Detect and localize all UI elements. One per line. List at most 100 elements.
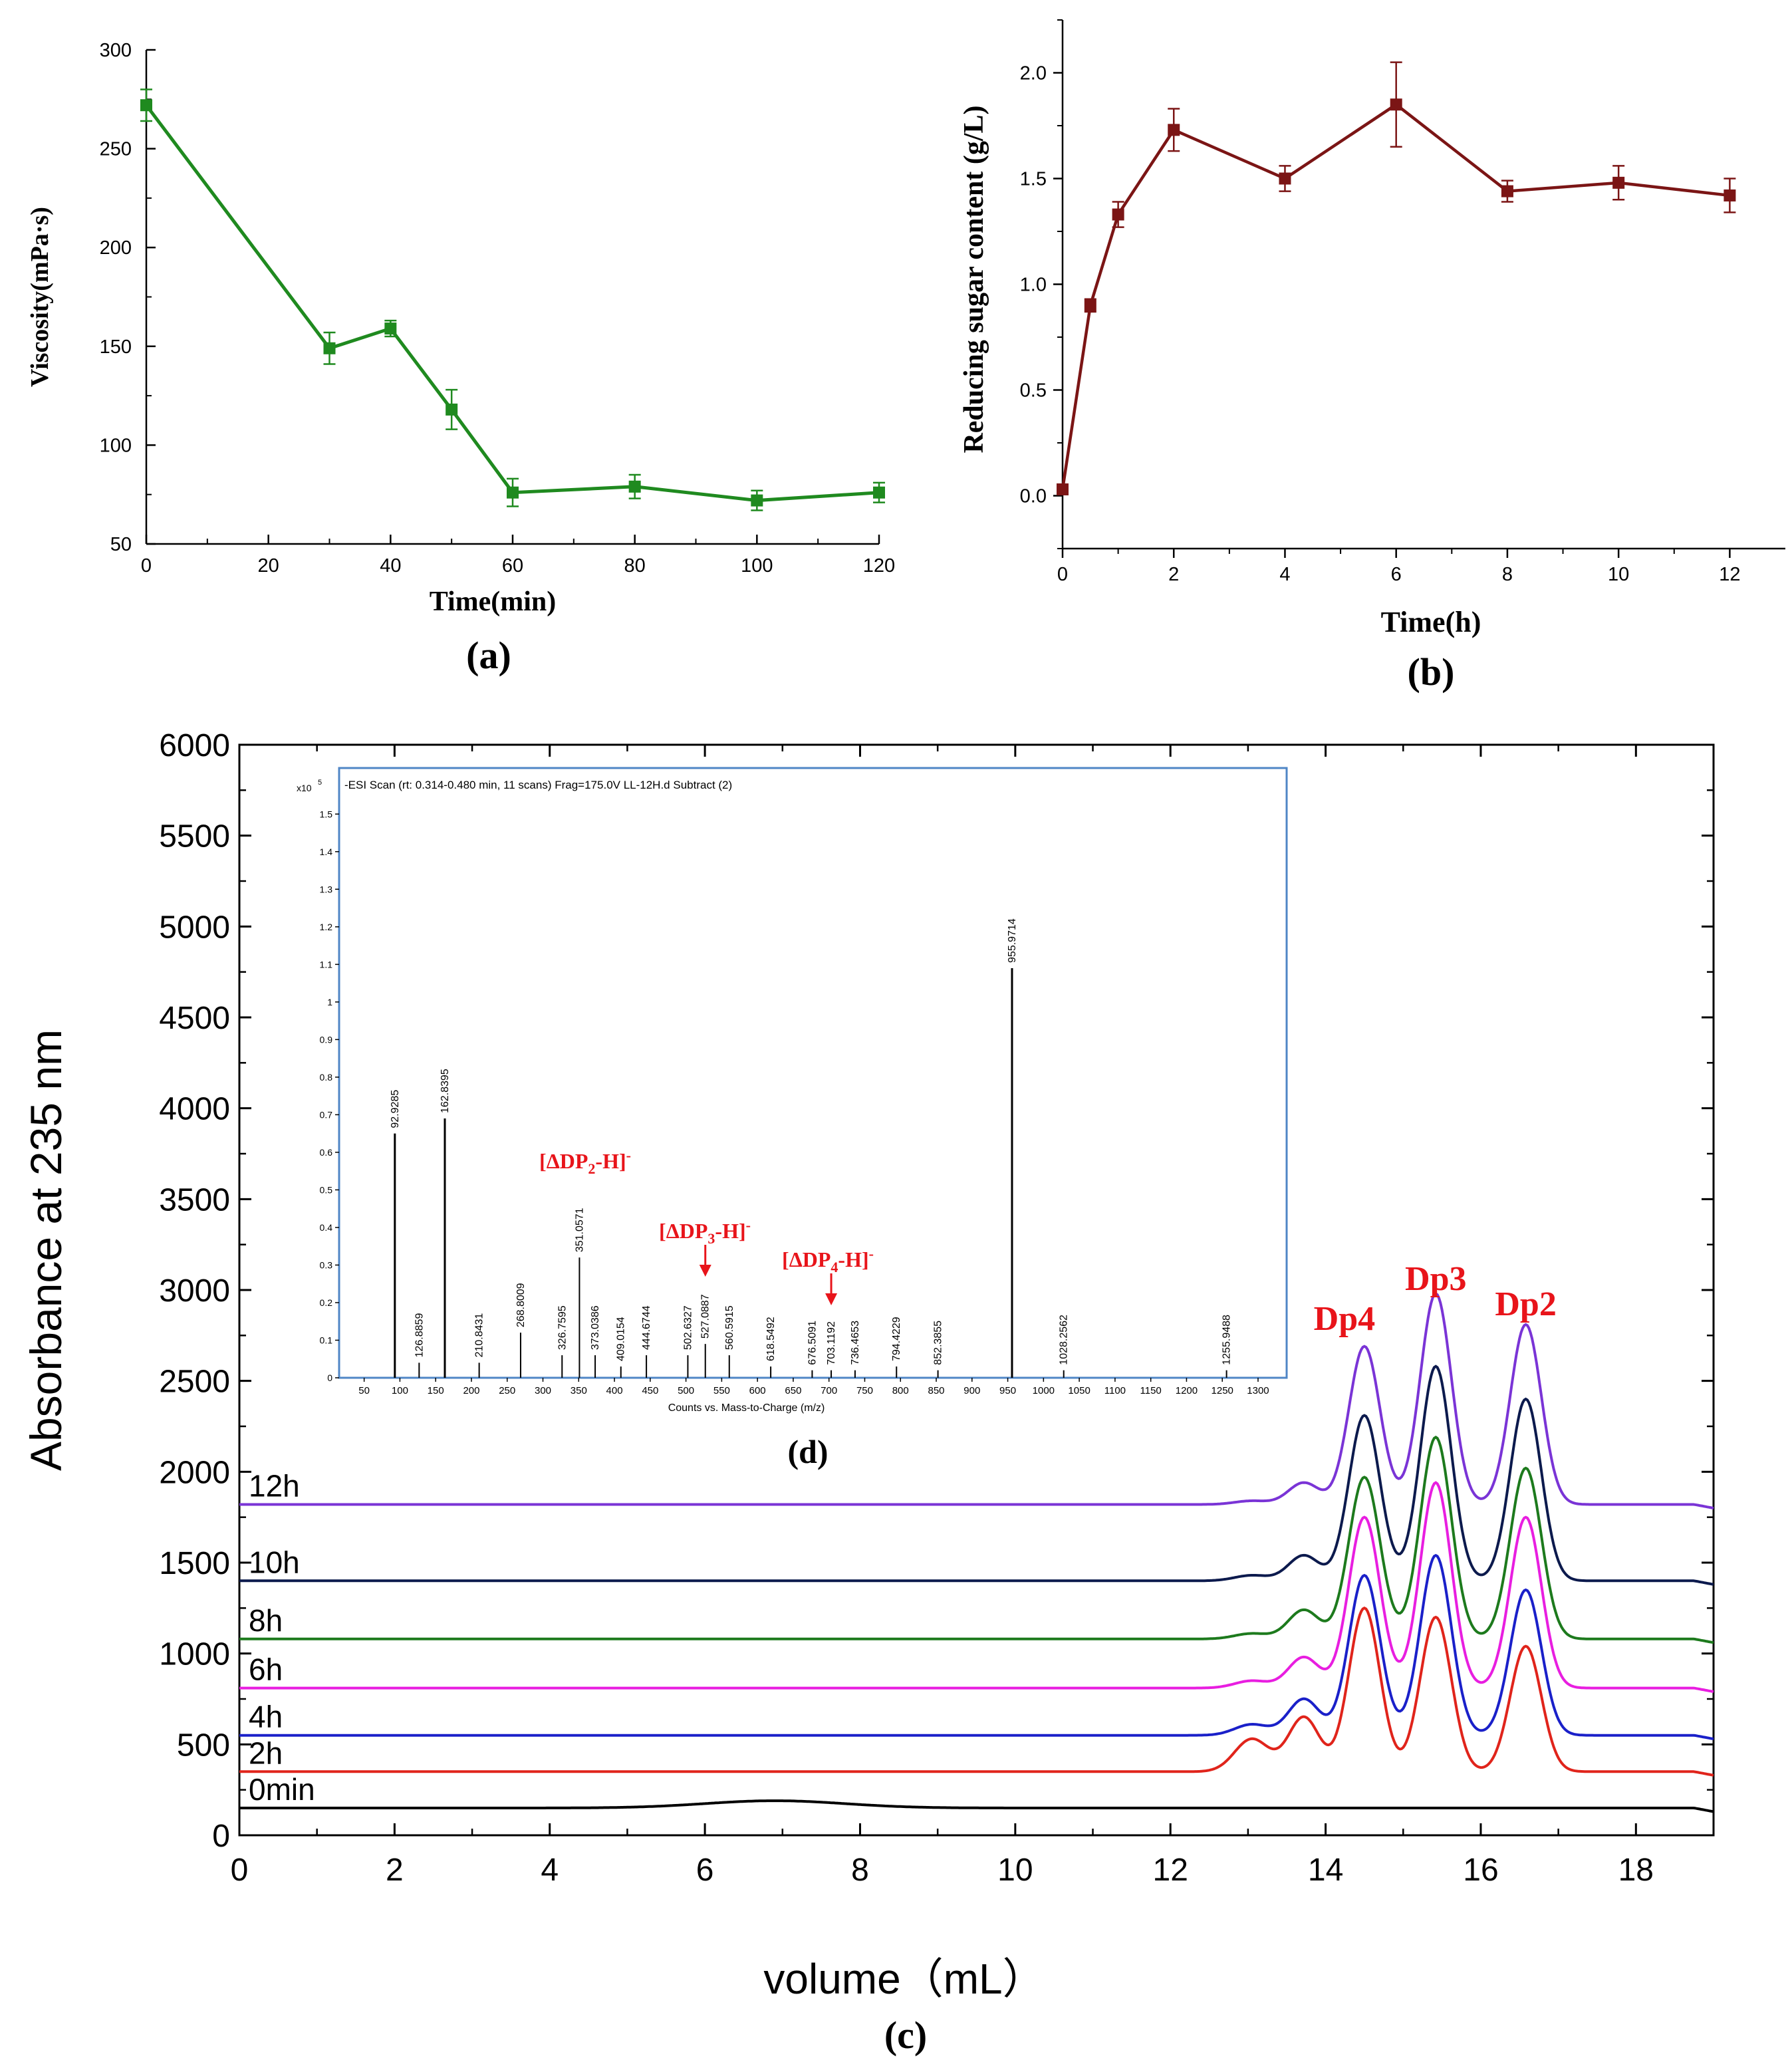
a-data-point xyxy=(751,494,763,507)
a-data-point xyxy=(140,99,152,112)
d-peak-label: 618.5492 xyxy=(765,1317,777,1361)
c-peak-label: Dp4 xyxy=(1314,1300,1375,1338)
d-peak-label: 444.6744 xyxy=(641,1305,652,1350)
d-x-tick-label: 100 xyxy=(392,1385,408,1396)
d-x-tick-label: 400 xyxy=(606,1385,623,1396)
b-x-tick-label: 0 xyxy=(1057,564,1068,585)
c-trace-0min xyxy=(239,1799,1714,1813)
b-data-point xyxy=(1057,483,1069,495)
d-peak-label: 210.8431 xyxy=(474,1313,485,1358)
d-annotation: [ΔDP4-H]- xyxy=(782,1245,874,1275)
d-x-tick-label: 850 xyxy=(928,1385,945,1396)
c-y-tick-label: 4500 xyxy=(159,1001,230,1036)
panel-a: 0 20 40 60 80 100 120 50 100 150 200 250 300 Time(min… xyxy=(26,40,895,677)
d-annotation-sub: 2 xyxy=(588,1160,595,1177)
c-x-tick-label: 12 xyxy=(1153,1853,1188,1888)
c-x-tick-label: 0 xyxy=(231,1853,249,1888)
a-x-tick-label: 120 xyxy=(863,555,895,577)
a-data-point xyxy=(384,323,397,335)
c-trace-4h xyxy=(239,1553,1714,1741)
d-y-multiplier: x10 xyxy=(297,783,312,793)
a-x-tick-label: 20 xyxy=(258,555,279,577)
c-y-tick-label: 2500 xyxy=(159,1364,230,1400)
a-data-point xyxy=(873,486,885,499)
c-y-tick-label: 4000 xyxy=(159,1092,230,1127)
a-x-tick-label: 60 xyxy=(502,555,523,577)
a-y-axis-label: Viscosity(mPa·s) xyxy=(26,207,54,387)
d-peak-label: 560.5915 xyxy=(724,1305,735,1350)
a-y-tick-label: 100 xyxy=(100,435,132,456)
d-y-tick-label: 1.4 xyxy=(320,846,333,857)
c-trace-label: 4h xyxy=(249,1700,283,1734)
d-x-tick-label: 1200 xyxy=(1176,1385,1198,1396)
b-y-tick-label: 0.5 xyxy=(1020,380,1047,402)
c-x-tick-label: 10 xyxy=(997,1853,1033,1888)
d-panel-label: (d) xyxy=(787,1433,828,1470)
d-annotation-sup: - xyxy=(869,1245,874,1262)
b-data-point xyxy=(1112,208,1124,221)
d-annotation-rest: -H] xyxy=(838,1247,868,1271)
c-y-tick-label: 500 xyxy=(177,1728,230,1763)
d-y-tick-label: 0.7 xyxy=(320,1109,333,1120)
c-y-tick-label: 3500 xyxy=(159,1182,230,1218)
d-peak-label: 351.0571 xyxy=(574,1208,585,1252)
d-x-tick-label: 50 xyxy=(358,1385,370,1396)
c-peak-label: Dp2 xyxy=(1495,1285,1556,1323)
b-x-tick-label: 8 xyxy=(1502,564,1513,585)
d-y-tick-label: 0.9 xyxy=(320,1034,333,1045)
c-x-tick-label: 8 xyxy=(851,1853,869,1888)
d-annotation-sup: - xyxy=(746,1217,751,1233)
d-annotation-base: [ΔDP xyxy=(539,1149,588,1173)
d-y-tick-label: 1.1 xyxy=(320,959,333,969)
c-y-tick-label: 1500 xyxy=(159,1546,230,1581)
d-peak-label: 852.3855 xyxy=(933,1321,944,1365)
d-annotation-rest: -H] xyxy=(595,1149,626,1173)
d-x-tick-label: 200 xyxy=(463,1385,479,1396)
d-annotation-sup: - xyxy=(626,1147,631,1164)
c-x-tick-label: 6 xyxy=(696,1853,714,1888)
d-peak-label: 162.8395 xyxy=(440,1069,451,1113)
c-y-tick-label: 2000 xyxy=(159,1455,230,1490)
panel-c: 0 2 4 6 8 10 12 14 16 180500100015002000250030003… xyxy=(21,728,1715,2057)
d-x-tick-label: 750 xyxy=(856,1385,873,1396)
d-x-tick-label: 600 xyxy=(749,1385,766,1396)
b-y-tick-label: 1.5 xyxy=(1020,169,1047,190)
d-peak-label: 703.1192 xyxy=(826,1321,837,1365)
d-x-tick-label: 550 xyxy=(713,1385,730,1396)
c-x-tick-label: 4 xyxy=(541,1853,559,1888)
d-y-tick-label: 1.3 xyxy=(320,884,333,894)
d-peak-label: 92.9285 xyxy=(390,1090,401,1128)
b-data-point xyxy=(1612,176,1625,189)
d-peak-label: 268.8009 xyxy=(515,1283,527,1327)
c-trace-label: 2h xyxy=(249,1736,283,1770)
d-peak-label: 126.8859 xyxy=(414,1313,425,1358)
c-trace-label: 10h xyxy=(249,1545,300,1579)
b-panel-label: (b) xyxy=(1408,650,1455,694)
b-y-tick-label: 1.0 xyxy=(1020,275,1047,296)
c-trace-2h xyxy=(239,1607,1714,1777)
c-y-tick-label: 1000 xyxy=(159,1637,230,1672)
c-x-tick-label: 2 xyxy=(386,1853,404,1888)
d-annotation-sub: 3 xyxy=(707,1230,715,1247)
d-x-tick-label: 1250 xyxy=(1212,1385,1233,1396)
a-data-point xyxy=(628,480,641,493)
c-y-tick-label: 6000 xyxy=(159,728,230,763)
d-x-tick-label: 900 xyxy=(963,1385,980,1396)
d-peak-label: 373.0386 xyxy=(590,1305,601,1350)
d-x-tick-label: 1300 xyxy=(1247,1385,1269,1396)
d-x-axis-label: Counts vs. Mass-to-Charge (m/z) xyxy=(668,1402,825,1414)
c-peak-label: Dp3 xyxy=(1405,1260,1466,1298)
c-trace-6h xyxy=(239,1481,1714,1694)
c-trace-10h xyxy=(239,1364,1714,1586)
c-y-tick-label: 3000 xyxy=(159,1273,230,1309)
b-data-point xyxy=(1084,299,1096,312)
d-x-tick-label: 1050 xyxy=(1068,1385,1090,1396)
c-y-tick-label: 5000 xyxy=(159,910,230,945)
c-x-tick-label: 14 xyxy=(1308,1853,1343,1888)
c-trace-label: 12h xyxy=(249,1469,300,1503)
a-x-tick-label: 100 xyxy=(741,555,773,577)
b-x-tick-label: 12 xyxy=(1719,564,1740,585)
d-y-tick-label: 0.5 xyxy=(320,1184,333,1195)
d-annotation-base: [ΔDP xyxy=(782,1247,831,1271)
